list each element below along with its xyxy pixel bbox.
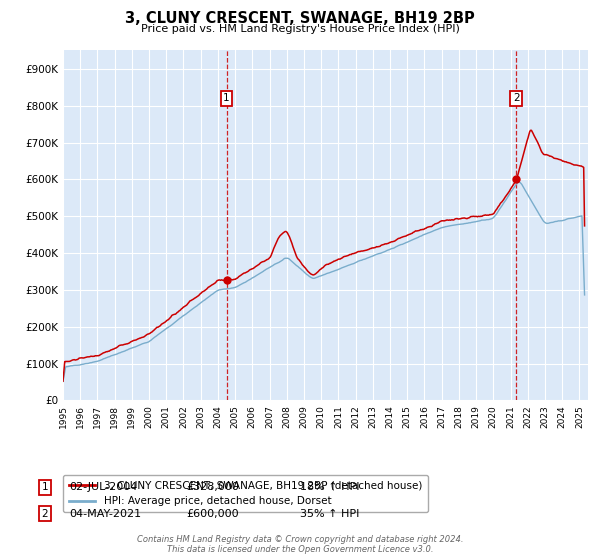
Text: 18% ↑ HPI: 18% ↑ HPI bbox=[300, 482, 359, 492]
Text: £600,000: £600,000 bbox=[186, 508, 239, 519]
Text: Price paid vs. HM Land Registry's House Price Index (HPI): Price paid vs. HM Land Registry's House … bbox=[140, 24, 460, 34]
Text: 1: 1 bbox=[41, 482, 49, 492]
Text: 1: 1 bbox=[223, 94, 230, 103]
Text: Contains HM Land Registry data © Crown copyright and database right 2024.
This d: Contains HM Land Registry data © Crown c… bbox=[137, 535, 463, 554]
Text: £328,000: £328,000 bbox=[186, 482, 239, 492]
Text: 04-MAY-2021: 04-MAY-2021 bbox=[69, 508, 141, 519]
Text: 02-JUL-2004: 02-JUL-2004 bbox=[69, 482, 137, 492]
Legend: 3, CLUNY CRESCENT, SWANAGE, BH19 2BP (detached house), HPI: Average price, detac: 3, CLUNY CRESCENT, SWANAGE, BH19 2BP (de… bbox=[63, 475, 428, 512]
Text: 2: 2 bbox=[513, 94, 520, 103]
Text: 35% ↑ HPI: 35% ↑ HPI bbox=[300, 508, 359, 519]
Text: 2: 2 bbox=[41, 508, 49, 519]
Text: 3, CLUNY CRESCENT, SWANAGE, BH19 2BP: 3, CLUNY CRESCENT, SWANAGE, BH19 2BP bbox=[125, 11, 475, 26]
